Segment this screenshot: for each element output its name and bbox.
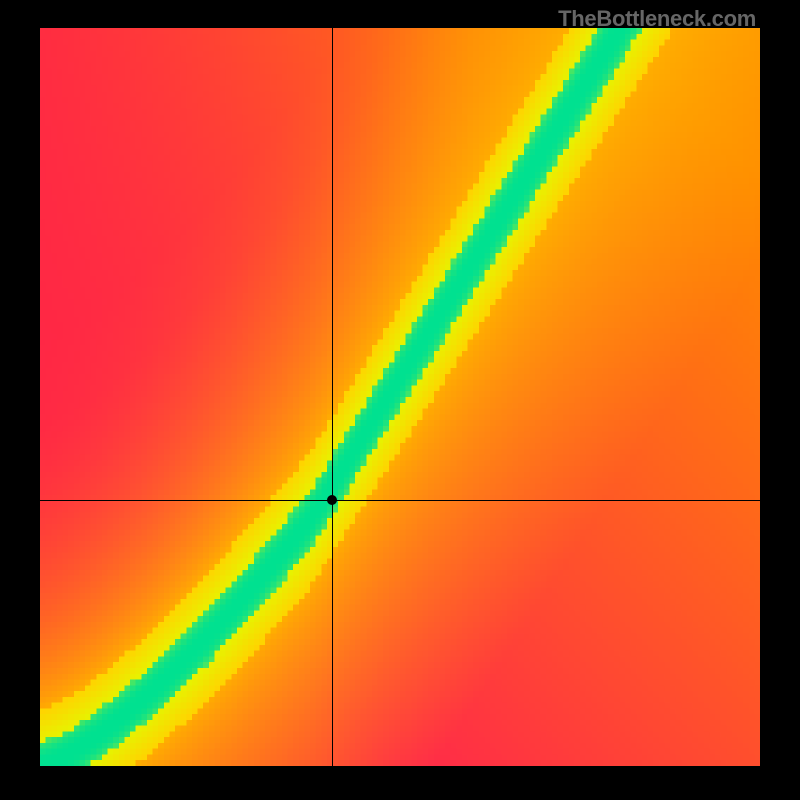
watermark-text: TheBottleneck.com: [558, 6, 756, 32]
chart-container: TheBottleneck.com: [0, 0, 800, 800]
crosshair-vertical: [332, 28, 333, 766]
heatmap-canvas: [40, 28, 760, 766]
selection-marker: [327, 495, 337, 505]
heatmap-plot: [40, 28, 760, 766]
crosshair-horizontal: [40, 500, 760, 501]
